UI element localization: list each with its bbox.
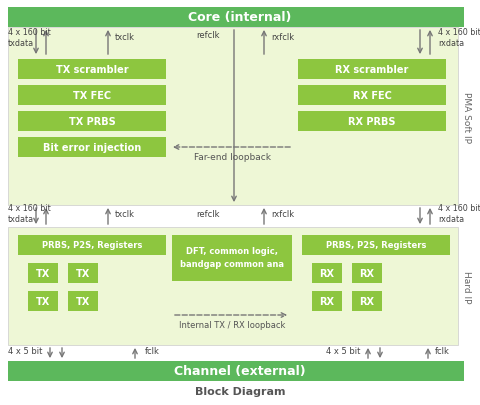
Text: RX: RX	[360, 296, 374, 306]
Text: Bit error injection: Bit error injection	[43, 143, 141, 153]
Text: fclk: fclk	[435, 347, 450, 356]
Bar	[18, 112, 166, 132]
Bar	[18, 235, 166, 256]
Text: TX: TX	[76, 269, 90, 278]
Text: Core (internal): Core (internal)	[188, 11, 292, 24]
Bar	[18, 138, 166, 158]
Text: RX: RX	[320, 269, 335, 278]
Text: RX: RX	[360, 269, 374, 278]
Text: RX: RX	[320, 296, 335, 306]
Text: 4 x 160 bit
rxdata: 4 x 160 bit rxdata	[438, 204, 480, 223]
Text: rxfclk: rxfclk	[271, 34, 294, 43]
Text: 4 x 160 bit
txdata: 4 x 160 bit txdata	[8, 204, 51, 223]
Bar	[28, 291, 58, 311]
Bar	[28, 263, 58, 284]
Text: Channel (external): Channel (external)	[174, 364, 306, 377]
Bar	[312, 291, 342, 311]
Text: PRBS, P2S, Registers: PRBS, P2S, Registers	[326, 241, 426, 250]
Text: 4 x 160 bit
rxdata: 4 x 160 bit rxdata	[438, 28, 480, 47]
Text: RX FEC: RX FEC	[353, 91, 391, 101]
Bar	[18, 86, 166, 106]
Text: Internal TX / RX loopback: Internal TX / RX loopback	[179, 321, 285, 330]
Text: DFT, common logic,: DFT, common logic,	[186, 247, 278, 256]
Text: txclk: txclk	[115, 210, 135, 219]
Bar	[352, 263, 382, 284]
Bar	[302, 235, 450, 256]
Text: PRBS, P2S, Registers: PRBS, P2S, Registers	[42, 241, 142, 250]
Text: PMA Soft IP: PMA Soft IP	[461, 91, 470, 142]
Text: 4 x 5 bit: 4 x 5 bit	[325, 347, 360, 356]
Bar	[68, 291, 98, 311]
Bar	[312, 263, 342, 284]
Bar	[298, 86, 446, 106]
Text: TX PRBS: TX PRBS	[69, 117, 115, 127]
Bar	[8, 361, 464, 381]
Text: Far-end loopback: Far-end loopback	[193, 153, 271, 162]
Text: Hard IP: Hard IP	[461, 270, 470, 303]
Bar	[8, 228, 458, 345]
Text: bandgap common ana: bandgap common ana	[180, 260, 284, 269]
Text: Block Diagram: Block Diagram	[195, 386, 285, 396]
Bar	[352, 291, 382, 311]
Text: RX scrambler: RX scrambler	[336, 65, 408, 75]
Text: RX PRBS: RX PRBS	[348, 117, 396, 127]
Text: refclk: refclk	[196, 210, 220, 219]
Text: 4 x 160 bit
txdata: 4 x 160 bit txdata	[8, 28, 51, 47]
Text: TX: TX	[36, 269, 50, 278]
Text: rxfclk: rxfclk	[271, 210, 294, 219]
Text: 4 x 5 bit: 4 x 5 bit	[8, 347, 42, 356]
Text: fclk: fclk	[145, 347, 160, 356]
Text: txclk: txclk	[115, 34, 135, 43]
Bar	[172, 235, 292, 281]
Bar	[298, 60, 446, 80]
Bar	[18, 60, 166, 80]
Bar	[298, 112, 446, 132]
Text: TX scrambler: TX scrambler	[56, 65, 128, 75]
Text: refclk: refclk	[196, 32, 220, 40]
Bar	[8, 8, 464, 28]
Text: TX FEC: TX FEC	[73, 91, 111, 101]
Bar	[68, 263, 98, 284]
Bar	[8, 28, 458, 205]
Text: TX: TX	[76, 296, 90, 306]
Text: TX: TX	[36, 296, 50, 306]
